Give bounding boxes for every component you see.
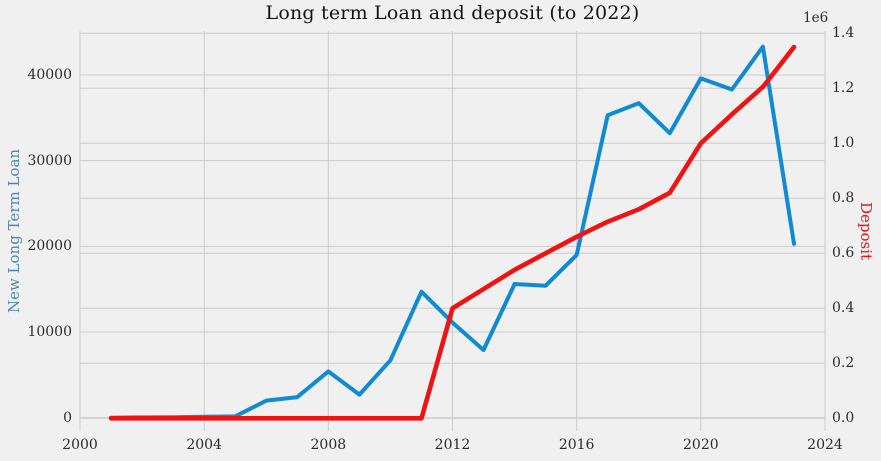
y-tick-label-right: 1.0 [832,135,855,152]
right-axis-offset-label: 1e6 [803,10,829,26]
y-tick-label-left: 30000 [27,152,72,169]
y-tick-label-left: 0 [63,409,72,426]
x-tick-label: 2008 [310,437,347,453]
y-tick-label-right: 0.4 [832,300,855,317]
y-tick-label-right: 1.4 [832,25,855,42]
x-tick-label: 2004 [186,437,222,453]
y-tick-label-left: 10000 [27,324,72,340]
y-tick-label-left: 20000 [27,238,72,255]
x-tick-label: 2024 [807,437,843,453]
chart-title: Long term Loan and deposit (to 2022) [265,2,640,24]
y-tick-label-right: 0.2 [832,355,855,372]
deposit-line [108,44,797,421]
y-tick-label-right: 0.0 [832,410,855,427]
y-tick-label-left: 40000 [27,66,72,83]
y-tick-label-right: 0.8 [832,190,855,207]
x-tick-label: 2000 [62,437,98,453]
y-tick-label-right: 0.6 [832,245,855,262]
x-tick-label: 2016 [558,437,595,453]
x-tick-label: 2012 [434,437,471,453]
y-tick-label-right: 1.2 [832,80,855,97]
x-tick-label: 2020 [683,437,719,453]
